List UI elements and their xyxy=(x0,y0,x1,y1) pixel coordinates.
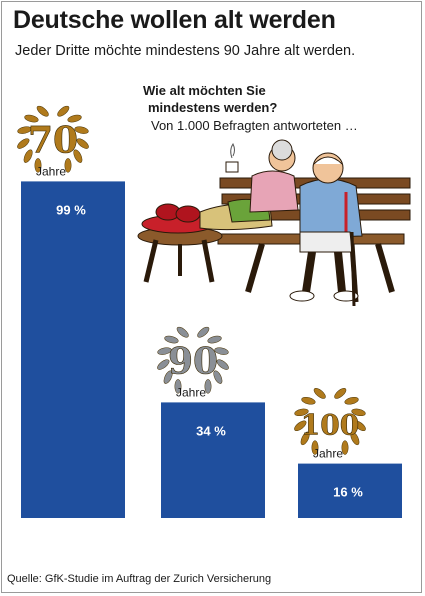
value-label-70: 99 % xyxy=(56,202,86,217)
category-label-100: Jahre xyxy=(313,447,343,461)
page-title: Deutsche wollen alt werden xyxy=(13,6,336,34)
badge-number-70: 70 xyxy=(28,119,78,161)
laurel-badges: 70 90 100 xyxy=(17,105,366,455)
bar-70 xyxy=(21,181,125,518)
couple-bench-illustration xyxy=(137,139,411,307)
bar-100 xyxy=(298,463,402,518)
bar-series: 99 % Jahre 34 % Jahre 16 % Jahre xyxy=(21,164,402,518)
laurel-wreath-icon-90: 90 xyxy=(157,326,229,394)
question-line-1: Wie alt möchten Sie xyxy=(143,83,266,98)
value-label-100: 16 % xyxy=(333,485,363,500)
survey-question: Wie alt möchten Sie mindestens werden? xyxy=(143,82,277,116)
source-note: Quelle: GfK-Studie im Auftrag der Zurich… xyxy=(7,573,272,585)
laurel-wreath-icon-100: 100 xyxy=(294,388,366,455)
category-label-90: Jahre xyxy=(176,385,206,399)
respondents-note: Von 1.000 Befragten antworteten … xyxy=(151,118,358,133)
page-subtitle: Jeder Dritte möchte mindestens 90 Jahre … xyxy=(15,43,356,59)
laurel-wreath-icon-70: 70 xyxy=(17,105,89,173)
value-label-90: 34 % xyxy=(196,423,226,438)
badge-number-100: 100 xyxy=(301,409,359,442)
question-line-2: mindestens werden? xyxy=(148,100,278,115)
bar-90 xyxy=(161,402,265,518)
category-label-70: Jahre xyxy=(36,164,66,178)
badge-number-90: 90 xyxy=(168,340,218,382)
